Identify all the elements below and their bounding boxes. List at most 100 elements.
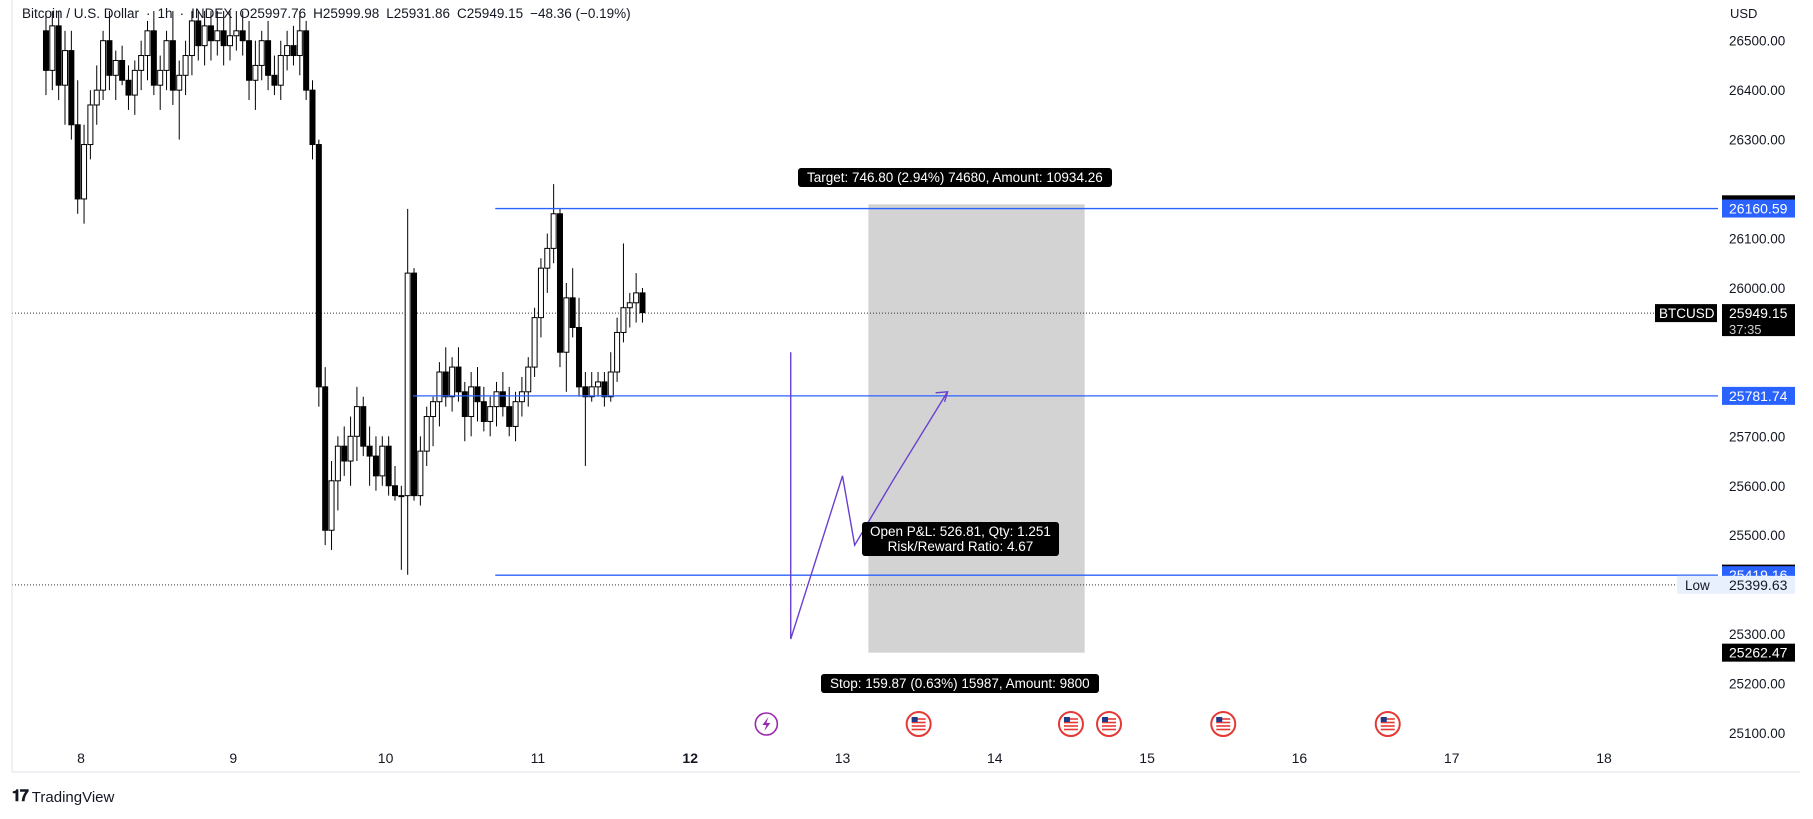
candle-body <box>518 391 525 403</box>
flag-canton <box>911 717 918 722</box>
candle-body <box>220 30 227 47</box>
x-tick-9: 17 <box>1444 750 1460 766</box>
candle-body <box>385 445 392 487</box>
y-tick-9: 25200.00 <box>1729 677 1785 692</box>
candle-body <box>480 401 487 422</box>
target-label[interactable]: Target: 746.80 (2.94%) 74680, Amount: 10… <box>798 168 1112 187</box>
candle-body <box>74 124 81 200</box>
candle-body <box>138 55 145 71</box>
y-tick-3: 26100.00 <box>1729 232 1785 247</box>
flag-canton <box>1102 717 1109 722</box>
position-info[interactable]: Open P&L: 526.81, Qty: 1.251 Risk/Reward… <box>862 522 1059 556</box>
candle-body <box>595 381 602 388</box>
candle-body <box>207 25 214 42</box>
high-value: H25999.98 <box>313 6 380 21</box>
candle-body <box>252 64 259 81</box>
x-tick-8: 16 <box>1292 750 1308 766</box>
candle-body <box>639 292 646 314</box>
candle-body <box>290 45 297 57</box>
projection-arrowhead <box>935 391 949 402</box>
price-label-bg-7 <box>1722 643 1795 662</box>
candle-body <box>531 317 538 368</box>
open-pnl-label: Open P&L: 526.81, Qty: 1.251 <box>870 524 1051 539</box>
candle-body <box>449 366 456 398</box>
candle-body <box>411 272 418 497</box>
candle-body <box>144 30 151 57</box>
candle-body <box>131 69 138 96</box>
lightning-bolt <box>762 717 771 731</box>
close-value: C25949.15 <box>457 6 524 21</box>
candle-body <box>544 247 551 269</box>
candle-body <box>430 401 437 418</box>
candle-body <box>588 386 595 398</box>
candle-body <box>49 25 56 71</box>
y-tick-7: 25500.00 <box>1729 528 1785 543</box>
candle-body <box>106 40 113 76</box>
symbol-name[interactable]: Bitcoin / U.S. Dollar <box>22 6 140 21</box>
stop-label[interactable]: Stop: 159.87 (0.63%) 15987, Amount: 9800 <box>821 674 1099 693</box>
position-zone <box>868 204 1085 653</box>
candle-body <box>550 213 557 249</box>
candle-body <box>366 445 373 457</box>
candle-body <box>607 371 614 398</box>
candle-body <box>55 25 62 86</box>
tradingview-logo[interactable]: 𝟏𝟕 TradingView <box>12 788 114 806</box>
low-tag: Low <box>1685 578 1710 593</box>
y-tick-0: 26500.00 <box>1729 34 1785 49</box>
candle-body <box>601 381 608 398</box>
risk-reward-label: Risk/Reward Ratio: 4.67 <box>887 539 1034 554</box>
candle-body <box>487 406 494 422</box>
candle-body <box>277 55 284 86</box>
candle-body <box>239 30 246 42</box>
candle-body <box>398 495 405 498</box>
candle-body <box>391 485 398 497</box>
projection-path <box>790 352 949 640</box>
candle-body <box>258 40 265 66</box>
candle-body <box>614 331 621 373</box>
price-axis <box>1722 0 1813 760</box>
flag-canton <box>1380 717 1387 722</box>
y-tick-1: 26400.00 <box>1729 83 1785 98</box>
candle-body <box>182 55 189 76</box>
candle-body <box>42 30 49 71</box>
candle-body <box>499 391 506 408</box>
candle-body <box>227 35 234 47</box>
x-tick-6: 14 <box>987 750 1003 766</box>
countdown-label: 37:35 <box>1729 322 1762 337</box>
candle-body <box>556 213 563 353</box>
x-tick-0: 8 <box>77 750 85 766</box>
y-tick-6: 25600.00 <box>1729 479 1785 494</box>
us-flag-icon <box>1057 711 1084 737</box>
x-tick-3: 11 <box>531 750 546 766</box>
candle-body <box>525 366 532 393</box>
candle-body <box>157 69 164 86</box>
price-label-bg-6 <box>1722 575 1795 594</box>
candle-body <box>81 144 88 200</box>
candle-body <box>265 40 272 76</box>
candle-body <box>353 406 360 437</box>
y-tick-4: 26000.00 <box>1729 281 1785 296</box>
candle-body <box>271 74 278 86</box>
candle-body <box>569 297 576 329</box>
y-tick-2: 26300.00 <box>1729 133 1785 148</box>
candle-body <box>201 25 208 47</box>
y-tick-5: 25700.00 <box>1729 429 1785 444</box>
x-tick-10: 18 <box>1596 750 1612 766</box>
candle-body <box>442 371 449 398</box>
price-label-bg-3 <box>1722 386 1795 405</box>
us-flag-icon <box>1374 711 1401 737</box>
candle-body <box>315 144 322 388</box>
price-label-bg-2 <box>1722 304 1795 337</box>
candle-body <box>100 40 107 91</box>
candle-body <box>347 435 354 462</box>
candle-body <box>379 445 386 477</box>
candle-body <box>214 30 221 42</box>
candle-body <box>125 79 132 96</box>
candle-body <box>62 50 69 86</box>
interval-label[interactable]: 1h <box>157 6 173 21</box>
candle-body <box>455 366 462 393</box>
candle-body <box>436 371 443 403</box>
us-flag-icon <box>905 711 932 737</box>
